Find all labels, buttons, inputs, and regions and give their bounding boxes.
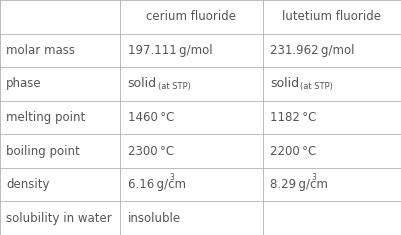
Text: 8.29 g/cm: 8.29 g/cm xyxy=(270,178,328,191)
Text: solid: solid xyxy=(128,77,157,90)
Text: melting point: melting point xyxy=(6,111,85,124)
Text: 231.962 g/mol: 231.962 g/mol xyxy=(270,44,354,57)
Text: lutetium fluoride: lutetium fluoride xyxy=(282,10,381,23)
Text: molar mass: molar mass xyxy=(6,44,75,57)
Text: 197.111 g/mol: 197.111 g/mol xyxy=(128,44,212,57)
Text: boiling point: boiling point xyxy=(6,145,80,158)
Text: 2300 °C: 2300 °C xyxy=(128,145,174,158)
Text: phase: phase xyxy=(6,77,42,90)
Text: solid: solid xyxy=(270,77,299,90)
Text: (at STP): (at STP) xyxy=(158,82,190,91)
Text: 6.16 g/cm: 6.16 g/cm xyxy=(128,178,186,191)
Text: 3: 3 xyxy=(312,173,316,182)
Text: 1182 °C: 1182 °C xyxy=(270,111,316,124)
Text: 2200 °C: 2200 °C xyxy=(270,145,316,158)
Text: density: density xyxy=(6,178,49,191)
Text: 1460 °C: 1460 °C xyxy=(128,111,174,124)
Text: insoluble: insoluble xyxy=(128,212,180,225)
Text: (at STP): (at STP) xyxy=(300,82,333,91)
Text: solubility in water: solubility in water xyxy=(6,212,112,225)
Text: cerium fluoride: cerium fluoride xyxy=(146,10,237,23)
Text: 3: 3 xyxy=(169,173,174,182)
